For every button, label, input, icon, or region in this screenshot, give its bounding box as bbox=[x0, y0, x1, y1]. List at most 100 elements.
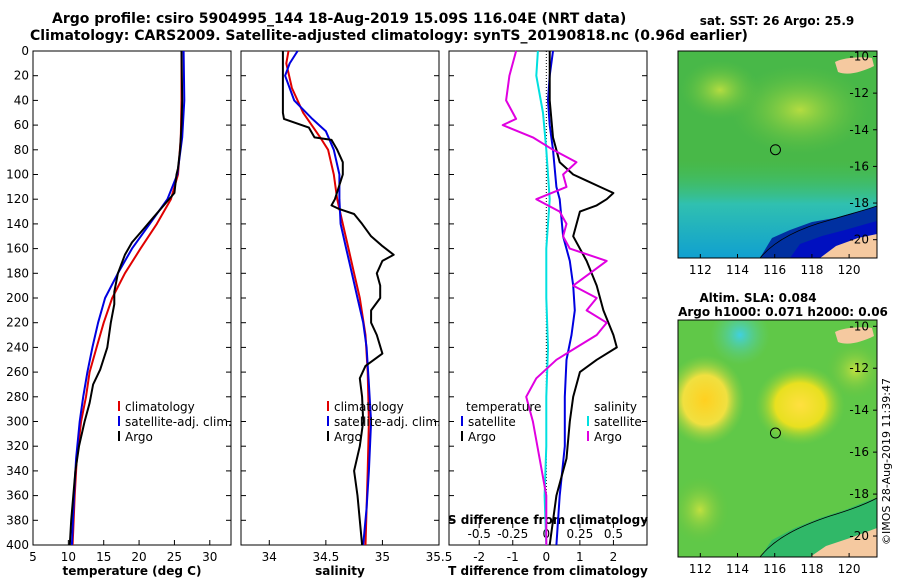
depth-tick-label: 80 bbox=[14, 143, 29, 157]
sla-map-lat-label: -12 bbox=[849, 361, 869, 375]
sla-map-lon-label: 116 bbox=[763, 562, 786, 576]
sla-high-patch-center bbox=[755, 365, 845, 445]
depth-tick-label: 160 bbox=[6, 242, 29, 256]
sla-map-lat-label: -18 bbox=[849, 487, 869, 501]
sst-map-title: sat. SST: 26 Argo: 25.9 bbox=[700, 14, 854, 28]
depth-tick-label: 220 bbox=[6, 316, 29, 330]
depth-tick-label: 340 bbox=[6, 464, 29, 478]
sst-map-argo-location-marker bbox=[769, 144, 781, 156]
differences-xtick-label: -2 bbox=[473, 550, 485, 564]
salinity-panel: 34 34.5 35 35.5 salinity climatologysatellite… bbox=[240, 50, 453, 578]
sst-map-lon-label: 116 bbox=[763, 263, 786, 277]
depth-tick-label: 140 bbox=[6, 217, 29, 231]
sst-map-lat-label: -14 bbox=[849, 123, 869, 137]
salinity-series-argo bbox=[281, 51, 395, 546]
depth-tick-label: 200 bbox=[6, 291, 29, 305]
sla-map-subtitle: Argo h1000: 0.071 h2000: 0.06 bbox=[678, 305, 888, 319]
temperature-series-argo bbox=[68, 50, 184, 546]
salinity-diff-axis-label: S difference from climatology bbox=[448, 513, 648, 527]
legend-title-temperature: temperature bbox=[466, 400, 541, 414]
temperature-xtick-label: 30 bbox=[202, 550, 217, 564]
differences-xtick-label: 1 bbox=[576, 550, 584, 564]
differences-series-temperature-argo bbox=[548, 51, 618, 546]
depth-tick-label: 320 bbox=[6, 439, 29, 453]
sla-mid-patch-east bbox=[825, 340, 877, 400]
differences-xtick-label: 0 bbox=[543, 550, 551, 564]
temperature-legend-label: Argo bbox=[125, 430, 153, 444]
salinity-xtick-label: 35 bbox=[375, 550, 390, 564]
sst-map-frame bbox=[677, 50, 878, 259]
salinity-legend-label: satellite-adj. clim. bbox=[334, 415, 441, 429]
depth-tick-label: 240 bbox=[6, 340, 29, 354]
sst-map-lat-label: -10 bbox=[849, 49, 869, 63]
copyright-stamp: ©IMOS 28-Aug-2019 11:39:47 bbox=[880, 378, 893, 545]
difference-legend-label: Argo bbox=[594, 430, 622, 444]
difference-legend-label: satellite bbox=[594, 415, 642, 429]
differences-xlabel: T difference from climatology bbox=[448, 564, 648, 578]
sst-contour bbox=[759, 205, 877, 258]
sla-map-lon-label: 118 bbox=[800, 562, 823, 576]
sst-warm-patch bbox=[730, 65, 870, 155]
temperature-panel: 0 20 40 60 80 100 120 140 160 180 200 220 240 260 280 3… bbox=[6, 44, 232, 578]
sst-map-lat-label: -20 bbox=[849, 233, 869, 247]
depth-tick-label: 400 bbox=[6, 538, 29, 552]
sst-map: 112 114 116 118 120 -10 -12 -14 -16 -18 -20 sat. SS… bbox=[677, 14, 878, 277]
sla-map-lat-label: -20 bbox=[849, 529, 869, 543]
differences-frame bbox=[448, 50, 648, 546]
sst-land bbox=[820, 234, 877, 258]
sla-map-lat-label: -10 bbox=[849, 319, 869, 333]
sst-map-lon-label: 120 bbox=[838, 263, 861, 277]
depth-tick-label: 180 bbox=[6, 266, 29, 280]
depth-tick-label: 40 bbox=[14, 93, 29, 107]
salinity-xtick-label: 34.5 bbox=[312, 550, 339, 564]
sla-map-lon-label: 114 bbox=[726, 562, 749, 576]
sst-map-lon-label: 118 bbox=[800, 263, 823, 277]
depth-tick-label: 360 bbox=[6, 489, 29, 503]
sst-island bbox=[835, 57, 874, 74]
depth-tick-label: 60 bbox=[14, 118, 29, 132]
temperature-xlabel: temperature (deg C) bbox=[63, 564, 202, 578]
chart-title-line2: Climatology: CARS2009. Satellite-adjuste… bbox=[30, 28, 748, 44]
legend-title-salinity: salinity bbox=[594, 400, 637, 414]
temperature-legend-label: satellite-adj. clim. bbox=[125, 415, 232, 429]
sla-map-title: Altim. SLA: 0.084 bbox=[699, 291, 816, 305]
difference-legend-label: Argo bbox=[468, 430, 496, 444]
sla-map-lon-label: 112 bbox=[689, 562, 712, 576]
difference-legend-label: satellite bbox=[468, 415, 516, 429]
salinity-xtick-label: 35.5 bbox=[426, 550, 453, 564]
chart-title-line1: Argo profile: csiro 5904995_144 18-Aug-2… bbox=[52, 11, 627, 27]
salinity-diff-tick-label: 0.25 bbox=[567, 527, 594, 541]
salinity-legend-label: climatology bbox=[334, 400, 404, 414]
sst-map-lat-label: -12 bbox=[849, 86, 869, 100]
differences-xtick-label: -1 bbox=[507, 550, 519, 564]
sla-map-frame bbox=[677, 319, 878, 558]
salinity-xlabel: salinity bbox=[315, 564, 365, 578]
depth-tick-label: 260 bbox=[6, 365, 29, 379]
sla-map-argo-location-marker bbox=[769, 427, 781, 439]
differences-series-temperature-satellite bbox=[547, 50, 576, 546]
sla-land bbox=[810, 528, 877, 557]
salinity-diff-tick-label: -0.5 bbox=[467, 527, 490, 541]
sla-map-lat-label: -16 bbox=[849, 445, 869, 459]
differences-series-salinity-satellite bbox=[535, 50, 551, 546]
sla-low-patch bbox=[710, 320, 770, 365]
salinity-legend-label: Argo bbox=[334, 430, 362, 444]
depth-tick-label: 20 bbox=[14, 69, 29, 83]
depth-tick-label: 0 bbox=[21, 44, 29, 58]
temperature-xtick-label: 15 bbox=[96, 550, 111, 564]
temperature-xtick-label: 5 bbox=[29, 550, 37, 564]
depth-tick-label: 380 bbox=[6, 513, 29, 527]
salinity-xtick-label: 34 bbox=[262, 550, 277, 564]
sla-island bbox=[835, 327, 874, 344]
depth-tick-label: 300 bbox=[6, 415, 29, 429]
sla-map-lat-label: -14 bbox=[849, 403, 869, 417]
depth-tick-label: 100 bbox=[6, 168, 29, 182]
sla-mid-patch-sw bbox=[678, 475, 730, 545]
difference-panel: -2 -1 0 1 2T difference from climatology S di… bbox=[448, 50, 648, 578]
sst-map-lat-label: -16 bbox=[849, 159, 869, 173]
sst-map-lon-label: 112 bbox=[689, 263, 712, 277]
temperature-xtick-label: 25 bbox=[167, 550, 182, 564]
sst-map-lon-label: 114 bbox=[726, 263, 749, 277]
sst-warm-patch-west bbox=[680, 60, 760, 120]
